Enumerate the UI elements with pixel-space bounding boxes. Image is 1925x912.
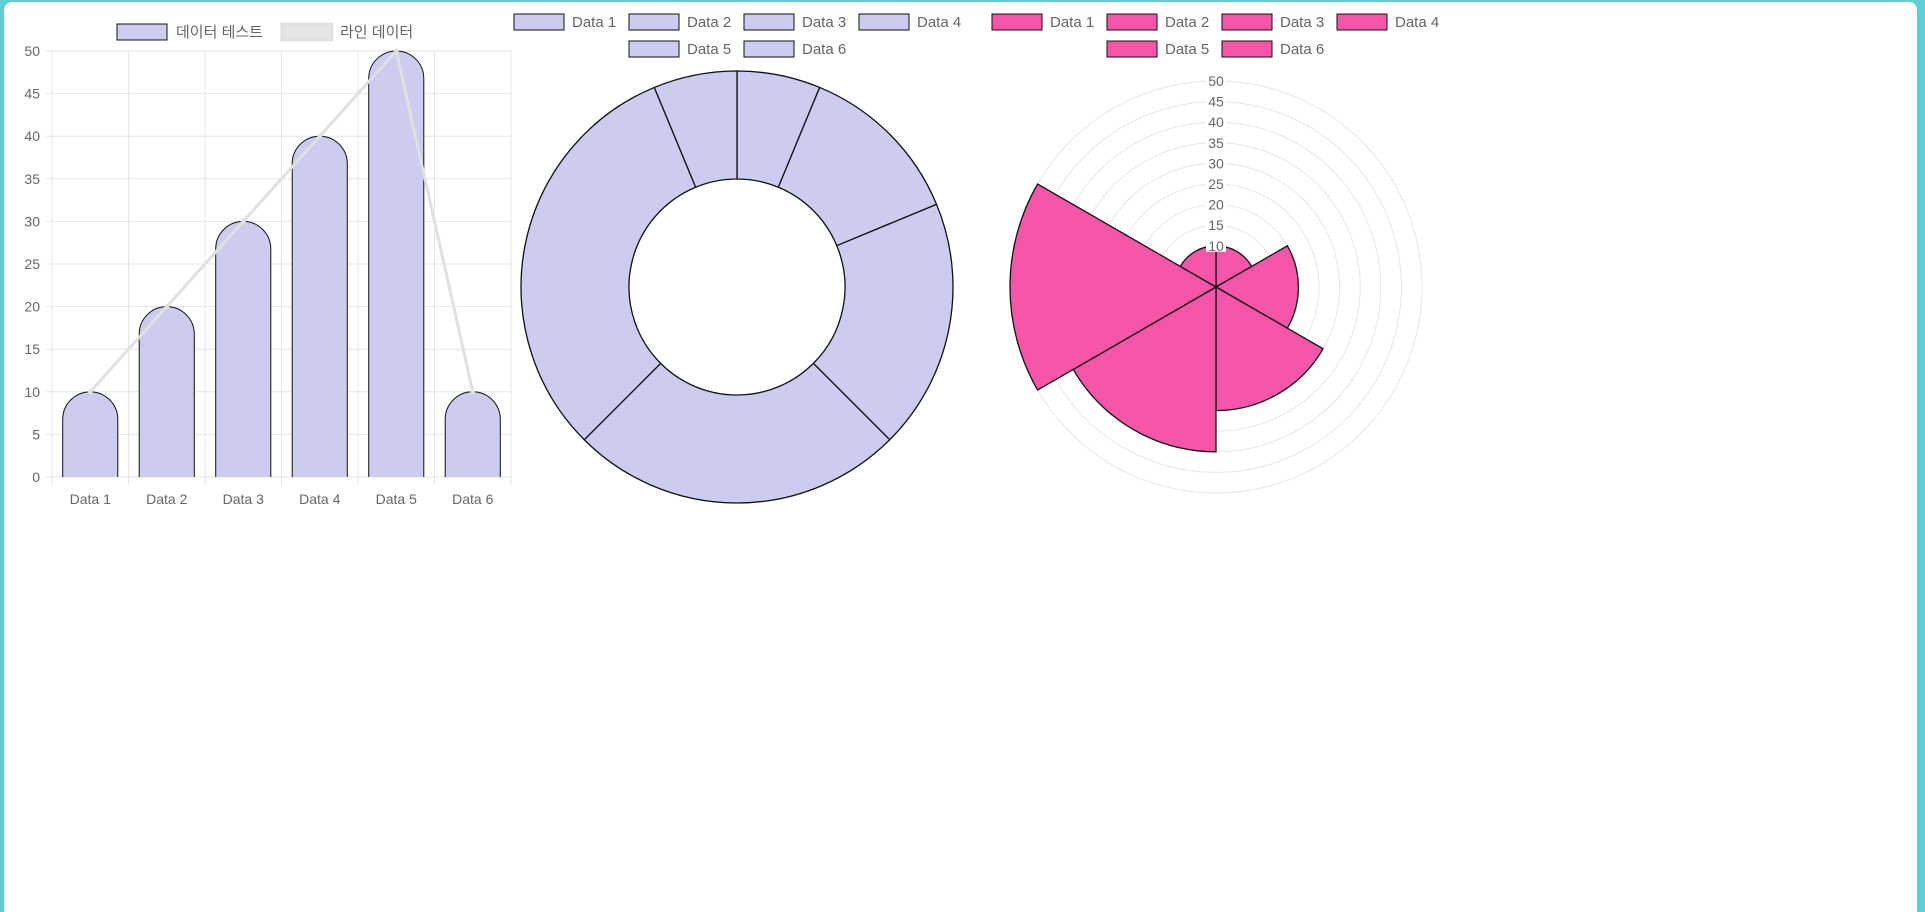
doughnut-slice-5[interactable] — [520, 86, 697, 441]
x-tick-label: Data 2 — [146, 491, 187, 507]
polar-legend-swatch-1[interactable] — [991, 13, 1043, 31]
doughnut-legend-label: Data 1 — [572, 14, 616, 31]
y-tick-label: 20 — [24, 299, 40, 315]
polar-legend-label: Data 1 — [1050, 14, 1094, 31]
radial-tick-backdrop — [1206, 74, 1226, 87]
radial-tick-label: 45 — [1208, 94, 1224, 110]
bar-6[interactable] — [444, 391, 501, 477]
radial-tick-label: 25 — [1208, 176, 1224, 192]
polar-legend-label: Data 2 — [1165, 14, 1209, 31]
polar-legend-label: Data 3 — [1280, 14, 1324, 31]
page: 0 5 10 15 20 25 30 35 40 45 50 Data 1 Data 2 Data 3 Da… — [4, 2, 1917, 912]
polar-legend-swatch-4[interactable] — [1336, 13, 1388, 31]
doughnut-legend-label: Data 6 — [802, 41, 846, 58]
radial-tick-backdrop — [1206, 156, 1226, 170]
doughnut-legend-label: Data 4 — [917, 14, 961, 31]
doughnut-legend-swatch-5[interactable] — [628, 40, 680, 58]
radial-tick-label: 20 — [1208, 197, 1224, 213]
radial-tick-backdrop — [1206, 197, 1226, 211]
line-point-3[interactable] — [240, 218, 246, 224]
legend-swatch-bar[interactable] — [116, 23, 168, 41]
radial-tick-backdrop — [1206, 94, 1226, 108]
polar-legend-label: Data 5 — [1165, 41, 1209, 58]
y-tick-label: 50 — [24, 43, 40, 59]
bar-2[interactable] — [138, 306, 195, 477]
x-tick-label: Data 1 — [70, 491, 111, 507]
polar-legend-label: Data 6 — [1280, 41, 1324, 58]
y-tick-label: 40 — [24, 128, 40, 144]
doughnut-legend-swatch-1[interactable] — [513, 13, 565, 31]
polar-area-chart: Data 1 Data 2 Data 3 Data 4 Data 5 Data 6 10 15… — [991, 13, 1439, 494]
polar-legend-swatch-3[interactable] — [1221, 13, 1273, 31]
doughnut-legend-label: Data 3 — [802, 14, 846, 31]
line-point-2[interactable] — [164, 304, 170, 310]
legend-swatch-line[interactable] — [280, 22, 334, 42]
line-point-1[interactable] — [87, 389, 93, 395]
y-tick-label: 35 — [24, 171, 40, 187]
doughnut-slice-3[interactable] — [812, 203, 954, 441]
doughnut-legend-swatch-6[interactable] — [743, 40, 795, 58]
radial-tick-label: 10 — [1208, 238, 1224, 254]
radial-tick-label: 50 — [1208, 73, 1224, 89]
y-tick-label: 45 — [24, 86, 40, 102]
radial-tick-label: 30 — [1208, 155, 1224, 171]
bar-3[interactable] — [215, 220, 272, 477]
bar-1[interactable] — [62, 391, 119, 477]
bar-4[interactable] — [291, 135, 348, 477]
bar-chart: 0 5 10 15 20 25 30 35 40 45 50 Data 1 Data 2 Data 3 Da… — [24, 22, 512, 507]
polar-sector-4[interactable] — [1072, 285, 1217, 453]
radial-tick-backdrop — [1206, 218, 1226, 232]
x-tick-label: Data 5 — [376, 491, 417, 507]
polar-legend-swatch-5[interactable] — [1106, 40, 1158, 58]
radial-tick-backdrop — [1206, 238, 1226, 252]
polar-sector-5[interactable] — [1009, 183, 1218, 391]
doughnut-slice-4[interactable] — [583, 362, 891, 504]
line-point-6[interactable] — [470, 389, 476, 395]
legend-label-line: 라인 데이터 — [340, 24, 413, 41]
radial-tick-backdrop — [1206, 177, 1226, 190]
polar-sector-3[interactable] — [1215, 285, 1324, 412]
polar-sector-2[interactable] — [1214, 244, 1300, 330]
doughnut-legend-label: Data 5 — [687, 41, 731, 58]
y-tick-label: 5 — [32, 426, 40, 442]
legend-label-bar: 데이터 테스트 — [176, 24, 263, 41]
doughnut-legend-swatch-4[interactable] — [858, 13, 910, 31]
doughnut-slice-6[interactable] — [653, 70, 738, 189]
radial-tick-label: 40 — [1208, 114, 1224, 130]
polar-legend-swatch-2[interactable] — [1106, 13, 1158, 31]
doughnut-chart: Data 1 Data 2 Data 3 Data 4 Data 5 Data 6 — [513, 13, 961, 504]
x-tick-label: Data 3 — [223, 491, 264, 507]
y-tick-label: 0 — [32, 469, 40, 485]
y-tick-label: 15 — [24, 341, 40, 357]
polar-legend-label: Data 4 — [1395, 14, 1439, 31]
y-tick-label: 30 — [24, 213, 40, 229]
radial-tick-backdrop — [1206, 115, 1226, 129]
polar-legend-swatch-6[interactable] — [1221, 40, 1273, 58]
y-tick-label: 10 — [24, 384, 40, 400]
radial-tick-label: 15 — [1208, 217, 1224, 233]
radial-tick-label: 35 — [1208, 135, 1224, 151]
doughnut-legend-label: Data 2 — [687, 14, 731, 31]
x-tick-label: Data 4 — [299, 491, 340, 507]
x-tick-label: Data 6 — [452, 491, 493, 507]
y-tick-label: 25 — [24, 256, 40, 272]
bar-5[interactable] — [368, 50, 425, 477]
line-point-4[interactable] — [317, 133, 323, 139]
line-point-5[interactable] — [393, 48, 399, 54]
doughnut-legend-swatch-2[interactable] — [628, 13, 680, 31]
doughnut-legend-swatch-3[interactable] — [743, 13, 795, 31]
radial-tick-backdrop — [1206, 135, 1226, 149]
line-series — [89, 47, 475, 393]
